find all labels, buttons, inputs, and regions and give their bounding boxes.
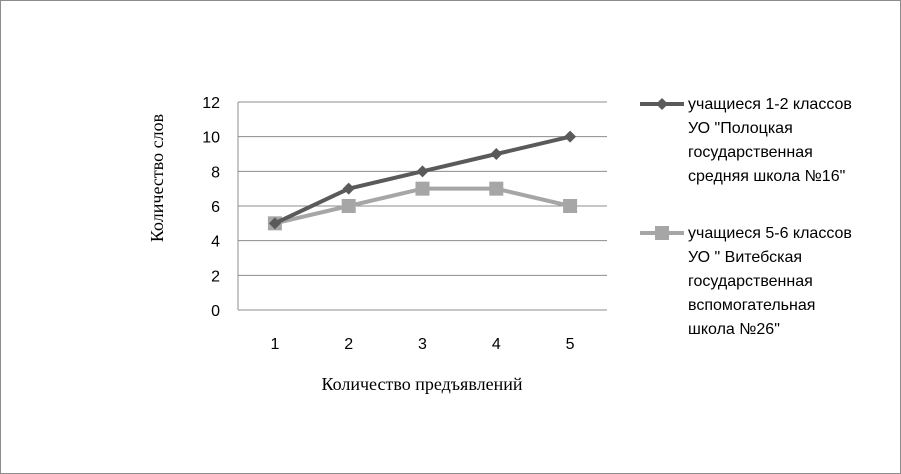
legend-entry-1: УО "Полоцкая: [688, 120, 793, 137]
series-1-point: [416, 165, 429, 178]
legend-entry-2: школа №26": [688, 321, 780, 338]
y-tick-label: 2: [211, 268, 220, 285]
y-tick-label: 0: [211, 303, 220, 320]
series-2-point: [563, 199, 578, 213]
series-2-point: [415, 181, 430, 196]
series-2-point: [341, 199, 356, 213]
y-tick-label: 4: [211, 234, 220, 251]
y-tick-label: 12: [202, 95, 220, 112]
legend: учащиеся 1-2 классов УО "Полоцкая государс…: [640, 96, 852, 338]
y-tick-label: 10: [202, 130, 220, 147]
legend-entry-2: государственная: [688, 273, 813, 290]
gridlines: [237, 101, 607, 311]
legend-entry-2: учащиеся 5-6 классов: [688, 225, 852, 242]
legend-entry-1: средняя школа №16": [688, 168, 845, 185]
legend-entry-1: государственная: [688, 144, 813, 161]
legend-entry-1: учащиеся 1-2 классов: [688, 96, 852, 113]
series-2-point: [489, 181, 504, 196]
series-line-1: [274, 134, 571, 226]
x-tick-labels: 1 2 3 4 5: [270, 336, 574, 353]
x-tick-label: 5: [566, 336, 575, 353]
legend-entry-2: УО " Витебская: [688, 249, 802, 266]
x-tick-label: 2: [344, 336, 353, 353]
y-tick-label: 8: [211, 164, 220, 181]
series-1-point: [564, 130, 577, 143]
series-1-point: [268, 217, 281, 230]
x-tick-label: 1: [270, 336, 279, 353]
x-tick-label: 3: [418, 336, 427, 353]
series-1-point: [342, 182, 355, 195]
legend-swatch-marker-2: [655, 226, 669, 240]
series-1-point: [490, 148, 503, 160]
x-axis-title: Количество предъявлений: [322, 374, 523, 394]
legend-entry-2: вспомогательная: [688, 297, 815, 314]
legend-swatch-marker-1: [656, 98, 668, 110]
y-tick-labels: 0 2 4 6 8 10 12: [202, 95, 220, 320]
series-group: [267, 130, 578, 231]
y-axis-title: Количество слов: [147, 114, 167, 242]
x-tick-label: 4: [492, 336, 501, 353]
y-tick-label: 6: [211, 199, 220, 216]
